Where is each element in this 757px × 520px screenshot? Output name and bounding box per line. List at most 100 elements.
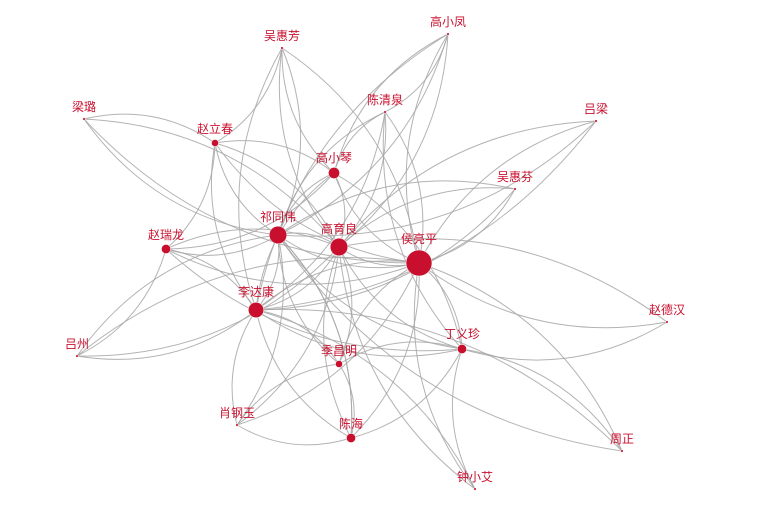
node-zhongxiaoai[interactable] [473,487,477,491]
edge-gaoyuliang-lidakang [255,246,340,311]
node-jichangming[interactable] [335,360,343,368]
node-zhaolichun[interactable] [211,139,219,147]
node-label-jichangming: 季昌明 [321,344,357,358]
node-label-houliangping: 侯亮平 [401,231,437,246]
node-gaoxiaoqin[interactable] [328,167,340,179]
node-label-lianglu: 梁璐 [72,99,96,114]
node-chenhai[interactable] [346,433,356,443]
node-zhouzheng[interactable] [620,449,624,453]
edge-dingyizhen-zhouzheng [461,348,623,452]
edge-zhaodehan-gaoyuliang [338,238,668,323]
edge-gaoxiaofeng-qitongwei [277,33,449,236]
node-lvzhou[interactable] [75,354,79,358]
edge-zhongxiaoai-gaoyuliang [338,246,476,490]
node-zhaoruilong[interactable] [161,244,171,254]
node-label-gaoxiaoqin: 高小琴 [316,150,352,165]
edge-lidakang-lvzhou [76,309,257,360]
node-gaoyuliang[interactable] [329,237,349,257]
edge-zhaoruilong-dingyizhen [165,248,463,352]
edge-lianglu-qitongwei [83,118,279,236]
edge-zhaolichun-gaoyuliang [214,142,340,248]
edges-layer [76,33,668,490]
edge-wuhuifang-gaoxiaoqin [281,47,335,174]
edge-gaoxiaofeng-chenqingquan [384,33,449,113]
edge-wuhuifang-gaoyuliang [278,47,340,248]
node-chenqingquan[interactable] [383,110,387,114]
node-xiaogangyu[interactable] [235,423,239,427]
edge-gaoxiaoqin-dingyizhen [333,172,463,350]
edge-zhaoruilong-lidakang [165,248,257,311]
node-label-lvzhou: 吕州 [65,337,89,351]
node-wuhuifang[interactable] [280,46,284,50]
edge-lidakang-dingyizhen [255,309,463,357]
edge-dingyizhen-jichangming [338,341,463,365]
edge-dingyizhen-zhongxiaoai [451,348,476,490]
node-houliangping[interactable] [405,249,433,277]
node-label-xiaogangyu: 肖钢玉 [219,406,255,420]
edge-houliangping-zhongxiaoai [413,262,476,490]
edge-lianglu-zhaolichun [83,113,216,144]
edge-zhaoruilong-houliangping [165,248,420,285]
node-label-zhouzheng: 周正 [610,432,634,446]
node-label-zhaodehan: 赵德汉 [649,302,685,317]
node-label-dingyizhen: 丁义珍 [444,327,480,341]
edge-lianglu-gaoyuliang [83,118,340,248]
edge-lvliang-gaoyuliang [338,120,597,248]
edge-zhaoruilong-gaoyuliang [165,228,340,250]
edge-wuhuifen-lidakang [255,188,516,311]
edge-qitongwei-jichangming [277,234,340,365]
edge-wuhuifang-houliangping [281,47,420,264]
edge-zhaolichun-gaoxiaoqin [214,140,335,174]
node-label-lidakang: 李达康 [238,284,274,299]
edge-zhaolichun-lidakang [210,142,257,311]
node-label-qitongwei: 祁同伟 [260,209,296,224]
node-lianglu[interactable] [82,117,86,121]
edge-wuhuifen-qitongwei [277,180,516,236]
edge-zhaolichun-houliangping [214,142,420,264]
edge-zhongxiaoai-lidakang [255,309,476,490]
edge-houliangping-chenhai [350,262,420,439]
edge-gaoxiaofeng-lidakang [255,33,449,311]
node-zhaodehan[interactable] [665,320,669,324]
node-label-wuhuifen: 吴惠芬 [497,170,533,184]
node-dingyizhen[interactable] [457,344,467,354]
edge-zhouzheng-qitongwei [277,234,623,452]
node-label-gaoxiaofeng: 高小凤 [430,14,466,29]
node-label-chenqingquan: 陈清泉 [367,92,403,107]
edge-chenhai-qitongwei [277,234,353,439]
edge-qitongwei-xiaogangyu [236,234,284,426]
edge-lvzhou-gaoyuliang [76,246,340,357]
edge-qitongwei-dingyizhen [277,234,463,350]
edge-lidakang-zhouzheng [255,308,623,452]
edge-lvzhou-zhaoruilong [76,248,167,357]
node-wuhuifen[interactable] [513,187,517,191]
edge-chenhai-xiaogangyu [236,424,352,446]
edge-chenqingquan-dingyizhen [382,111,463,350]
node-gaoxiaofeng[interactable] [446,32,450,36]
edge-dingyizhen-zhaodehan [461,321,668,361]
node-label-chenhai: 陈海 [339,416,363,431]
edge-wuhuifen-houliangping [418,188,516,264]
node-label-gaoyuliang: 高育良 [321,221,357,236]
edge-jichangming-xiaogangyu [236,363,340,426]
edge-lvzhou-houliangping [76,257,420,357]
edge-gaoxiaofeng-gaoxiaoqin [333,33,449,174]
edge-houliangping-xiaogangyu [236,262,420,426]
edge-lidakang-xiaogangyu [231,309,257,426]
edge-jichangming-chenhai [338,363,355,439]
node-label-wuhuifang: 吴惠芳 [264,29,300,43]
node-qitongwei[interactable] [268,225,288,245]
node-lvliang[interactable] [594,119,598,123]
edge-zhaolichun-zhaoruilong [165,142,216,250]
edge-gaoyuliang-xiaogangyu [236,246,340,426]
edge-houliangping-lidakang [255,260,420,311]
edge-gaoxiaoqin-houliangping [333,172,420,264]
edge-wuhuifang-lidakang [238,47,283,311]
node-lidakang[interactable] [248,302,264,318]
nodes-layer [75,32,669,491]
node-label-lvliang: 吕梁 [584,101,608,116]
edge-houliangping-zhaodehan [418,262,668,329]
edge-wuhuifang-zhaolichun [214,47,283,144]
